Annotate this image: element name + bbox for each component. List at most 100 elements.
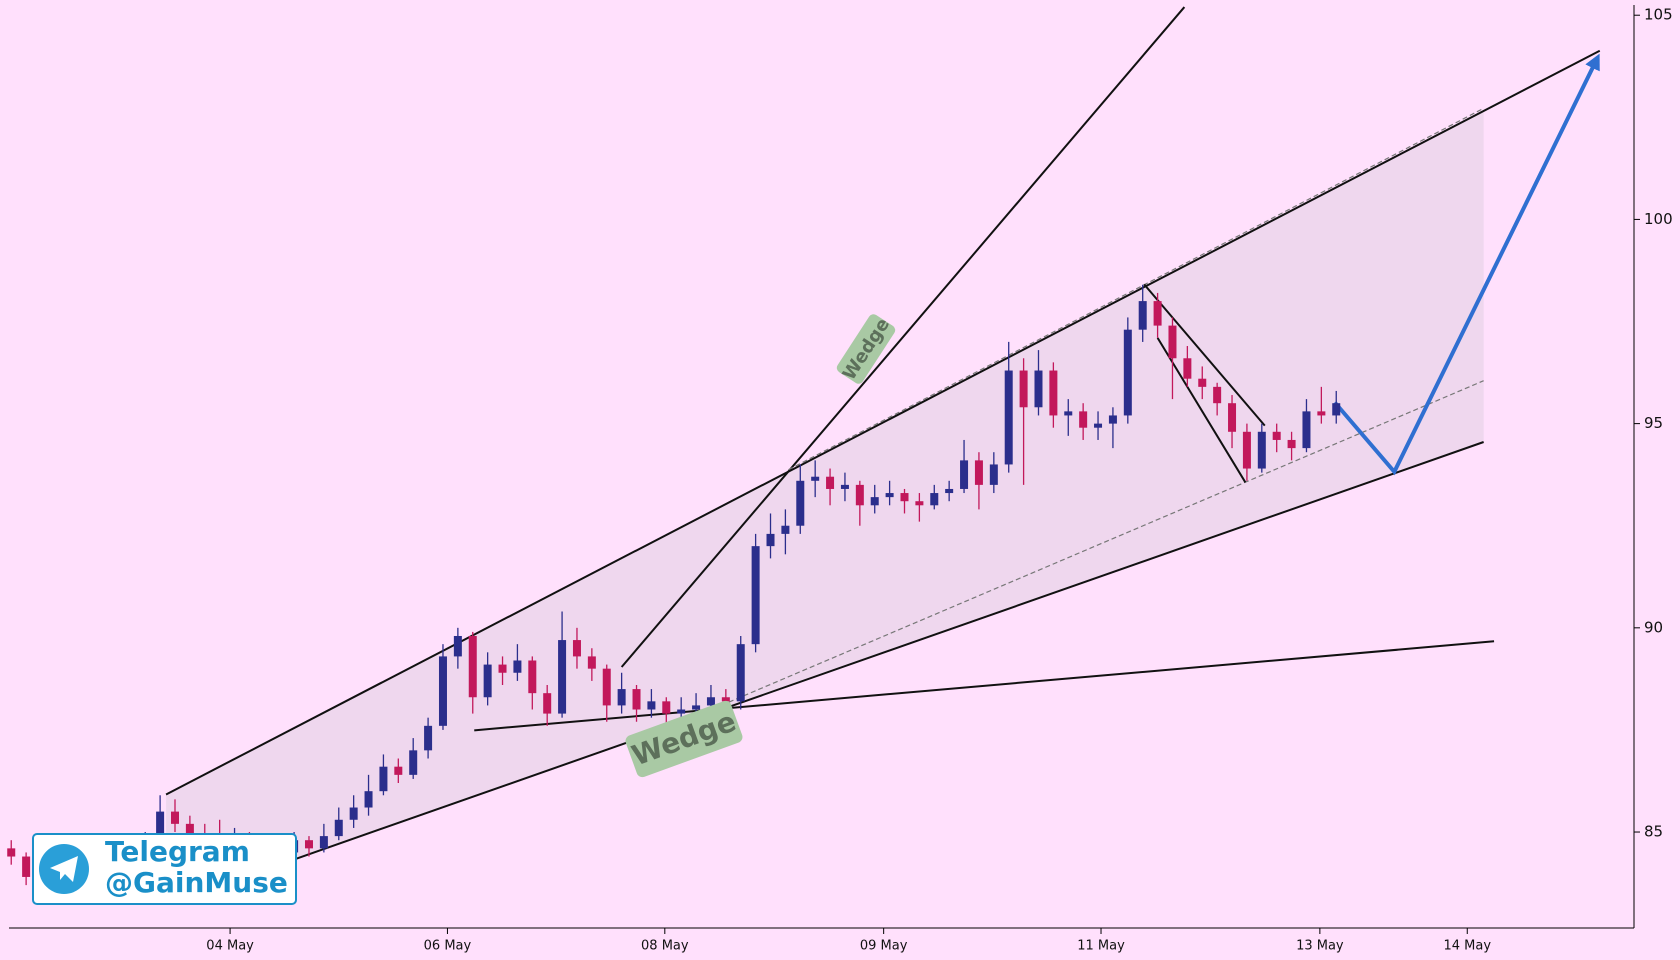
candle-body [528, 660, 537, 694]
x-tick-label: 08 May [641, 939, 689, 954]
trendline [1143, 283, 1266, 427]
candle-body [1317, 411, 1326, 416]
candle-body [706, 697, 715, 706]
trendline [165, 49, 1601, 796]
candle-body [364, 791, 373, 808]
candle-body [826, 476, 835, 489]
y-tick-label: 105 [1644, 6, 1673, 24]
candle-body [572, 640, 581, 657]
candle-body [1079, 411, 1088, 428]
candle-body [692, 705, 701, 710]
candle-body [319, 836, 328, 849]
candle-body [617, 689, 626, 706]
candle-body [483, 664, 492, 698]
candle-body [185, 823, 194, 837]
candle-body [602, 668, 611, 706]
candle-body [349, 807, 358, 820]
projection-path [1333, 53, 1600, 476]
candle-body [1034, 370, 1043, 408]
trendline [289, 441, 1484, 862]
x-tick-label: 11 May [1077, 939, 1125, 954]
candle-body [170, 811, 179, 824]
wedge-label: Wedge [836, 314, 896, 384]
candle-body [647, 701, 656, 710]
candle-body [1108, 415, 1117, 424]
candle-body [840, 484, 849, 489]
candle-body [1123, 329, 1132, 416]
candle-body [1004, 370, 1013, 465]
candle-body [587, 656, 596, 669]
candle-body [394, 766, 403, 775]
watermark-text: @GainMuse [105, 866, 288, 899]
candle-body [870, 497, 879, 506]
candle-body [304, 840, 313, 849]
candle-body [1168, 325, 1177, 359]
candle-body [930, 493, 939, 506]
candle-body [468, 635, 477, 698]
candle-body [543, 693, 552, 714]
candle-body [1094, 423, 1103, 428]
y-tick-label: 95 [1644, 414, 1663, 432]
candle-body [22, 856, 31, 877]
y-tick-label: 85 [1644, 823, 1663, 841]
candle-body [721, 697, 730, 702]
candle-body [781, 525, 790, 534]
x-tick-label: 13 May [1296, 939, 1344, 954]
candle-body [424, 725, 433, 751]
candle-body [960, 460, 969, 489]
candle-body [1019, 370, 1028, 408]
candle-body [1138, 301, 1147, 330]
candle-body [1153, 301, 1162, 326]
candle-body [900, 493, 909, 502]
x-tick-label: 06 May [424, 939, 472, 954]
candle-body [974, 460, 983, 485]
candle-body [885, 493, 894, 498]
candle-body [453, 635, 462, 657]
candle-body [662, 701, 671, 714]
candle-body [1183, 358, 1192, 379]
candle-body [766, 533, 775, 547]
trendline-layer [165, 6, 1601, 862]
trendline [474, 640, 1495, 732]
y-tick-label: 100 [1644, 210, 1673, 228]
candle-body [1213, 386, 1222, 404]
candle-body [558, 640, 567, 714]
watermark-text: Telegram [105, 835, 250, 868]
candle-body [1332, 403, 1341, 416]
watermark: Telegram @GainMuse [32, 833, 297, 905]
candle-body [1272, 431, 1281, 440]
candle-body [513, 660, 522, 673]
candle-body [989, 464, 998, 485]
candle-body [409, 750, 418, 775]
candle-body [811, 476, 820, 481]
candle-body [156, 811, 165, 841]
candle-body [1049, 370, 1058, 416]
shade-layer [166, 110, 1484, 905]
candle-body [945, 488, 954, 494]
candle-body [736, 644, 745, 702]
axes-layer: 85 90 95 100 105 04 May 06 May 08 May 09 May 11 M… [9, 5, 1673, 954]
trendline [728, 380, 1484, 703]
x-tick-label: 04 May [206, 939, 254, 954]
candle-body [1242, 431, 1251, 469]
candle-body [7, 848, 16, 857]
candle-body [632, 689, 641, 710]
candle-body [498, 664, 507, 673]
candle-body [1287, 439, 1296, 449]
candle-body [751, 546, 760, 645]
x-tick-label: 14 May [1443, 939, 1491, 954]
y-tick-label: 90 [1644, 618, 1663, 636]
candle-body [1064, 411, 1073, 416]
candle-body [915, 501, 924, 506]
x-tick-label: 09 May [860, 939, 908, 954]
candle-body [1198, 378, 1207, 387]
candle-body [1228, 403, 1237, 432]
trendline [788, 107, 1484, 471]
candle-body [438, 656, 447, 726]
trendline [620, 6, 1186, 668]
candle-body [855, 484, 864, 506]
candle-body [379, 766, 388, 792]
candle-body [796, 480, 805, 526]
candle-body [334, 819, 343, 837]
